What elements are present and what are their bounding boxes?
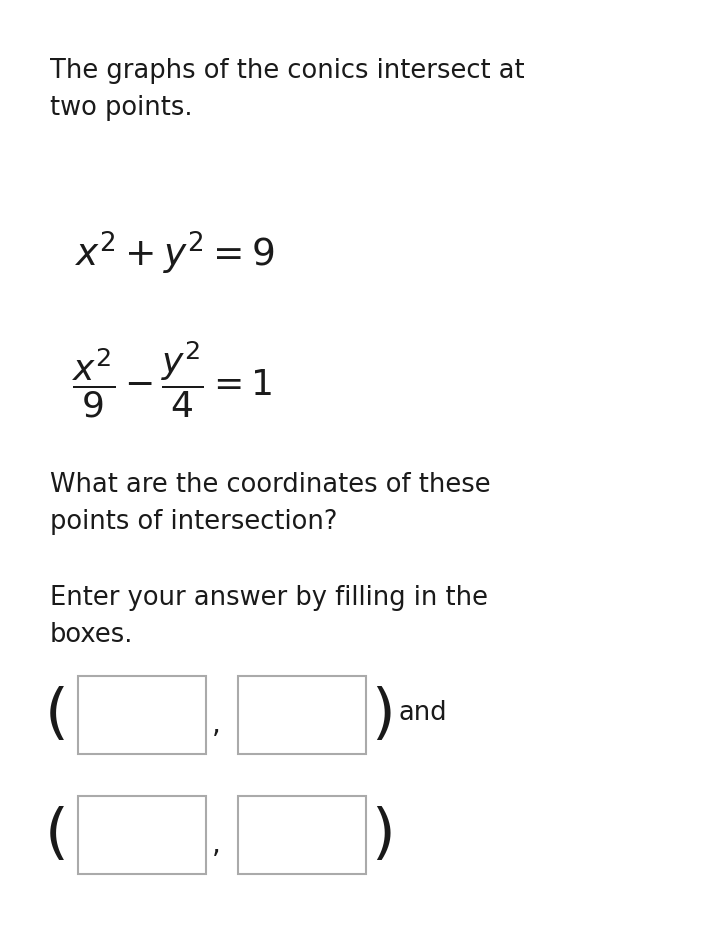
- Text: $x^2 + y^2 = 9$: $x^2 + y^2 = 9$: [75, 230, 275, 277]
- Text: (: (: [45, 685, 69, 744]
- Text: $\dfrac{x^2}{9} - \dfrac{y^2}{4} = 1$: $\dfrac{x^2}{9} - \dfrac{y^2}{4} = 1$: [72, 340, 273, 420]
- Text: The graphs of the conics intersect at: The graphs of the conics intersect at: [50, 58, 525, 84]
- Text: What are the coordinates of these: What are the coordinates of these: [50, 472, 491, 498]
- Text: ,: ,: [212, 711, 221, 739]
- Text: two points.: two points.: [50, 95, 193, 121]
- Text: ): ): [371, 685, 395, 744]
- FancyBboxPatch shape: [78, 796, 206, 874]
- FancyBboxPatch shape: [238, 676, 366, 754]
- Text: and: and: [398, 700, 447, 726]
- FancyBboxPatch shape: [78, 676, 206, 754]
- Text: points of intersection?: points of intersection?: [50, 509, 338, 535]
- Text: ): ): [371, 806, 395, 865]
- Text: ,: ,: [212, 831, 221, 859]
- Text: (: (: [45, 806, 69, 865]
- Text: Enter your answer by filling in the: Enter your answer by filling in the: [50, 585, 488, 611]
- FancyBboxPatch shape: [238, 796, 366, 874]
- Text: boxes.: boxes.: [50, 622, 134, 648]
